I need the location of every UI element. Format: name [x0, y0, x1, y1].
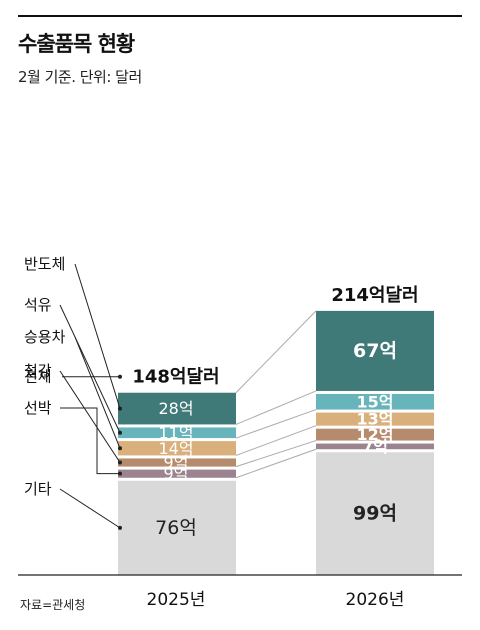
bar-segment-1-5 [118, 427, 236, 439]
segment-value-label-1-3: 9억 [164, 453, 189, 472]
segment-value-label-1-2: 9억 [164, 464, 189, 483]
connector-line-5 [235, 409, 317, 439]
bar-segment-2-1 [316, 452, 434, 575]
connector-line-4 [235, 425, 317, 456]
legend-leader-4 [74, 336, 121, 449]
legend-leader-6 [74, 263, 121, 409]
x-tick-label-1: 2025년 [147, 590, 206, 610]
bar-segment-1-2 [118, 469, 236, 478]
segment-value-label-2-4: 13억 [357, 410, 394, 429]
chart-subtitle: 2월 기준. 단위: 달러 [18, 68, 142, 86]
segment-value-label-2-5: 15억 [357, 392, 394, 411]
x-tick-label-2: 2026년 [346, 590, 405, 610]
bar-segment-2-6 [316, 310, 434, 391]
legend-dot-total [118, 374, 122, 379]
bar-segment-1-3 [118, 458, 236, 467]
legend-dot-6 [118, 406, 122, 411]
connector-line-top [235, 310, 317, 394]
bar-segment-1-6 [118, 392, 236, 425]
segment-value-label-2-2: 7억 [362, 437, 388, 456]
legend-dot-1 [118, 525, 122, 530]
segment-value-label-1-1: 76억 [155, 517, 197, 539]
connector-line-3 [235, 440, 317, 468]
legend-label-total: 전체 [24, 368, 52, 386]
segment-value-label-1-6: 28억 [158, 399, 193, 418]
legend-leader-2 [60, 407, 120, 475]
source-note: 자료=관세청 [20, 598, 86, 612]
chart-title: 수출품목 현황 [18, 32, 135, 56]
bar-segment-2-3 [316, 428, 434, 441]
legend-label-6: 반도체 [24, 255, 65, 273]
connector-line-2 [235, 448, 317, 479]
bar-segment-2-2 [316, 443, 434, 450]
bar-segment-1-4 [118, 441, 236, 456]
legend-leader-5 [59, 304, 121, 433]
connector-line-6 [235, 390, 317, 425]
bar-segment-1-1 [118, 480, 236, 575]
legend-label-3: 철강 [24, 362, 52, 380]
legend-label-4: 승용차 [24, 328, 66, 346]
segment-value-label-2-3: 12억 [357, 425, 394, 444]
legend-leader-1 [59, 488, 121, 529]
legend-dot-3 [118, 460, 122, 465]
segment-value-label-2-6: 67억 [353, 340, 397, 362]
total-label-2: 214억달러 [331, 285, 418, 306]
legend-label-2: 선박 [24, 399, 52, 417]
legend-label-1: 기타 [24, 480, 52, 498]
legend-dot-4 [118, 446, 122, 451]
segment-value-label-1-4: 14억 [158, 439, 193, 458]
bar-segment-2-5 [316, 393, 434, 410]
legend-leader-3 [59, 370, 121, 463]
total-label-1: 148억달러 [132, 367, 219, 388]
top-rule [18, 15, 462, 17]
segment-value-label-1-5: 11억 [158, 423, 193, 442]
legend-dot-2 [118, 471, 122, 476]
bar-segment-2-4 [316, 412, 434, 426]
segment-value-label-2-1: 99억 [353, 503, 397, 525]
legend-label-5: 석유 [24, 296, 52, 314]
legend-dot-5 [118, 430, 122, 435]
